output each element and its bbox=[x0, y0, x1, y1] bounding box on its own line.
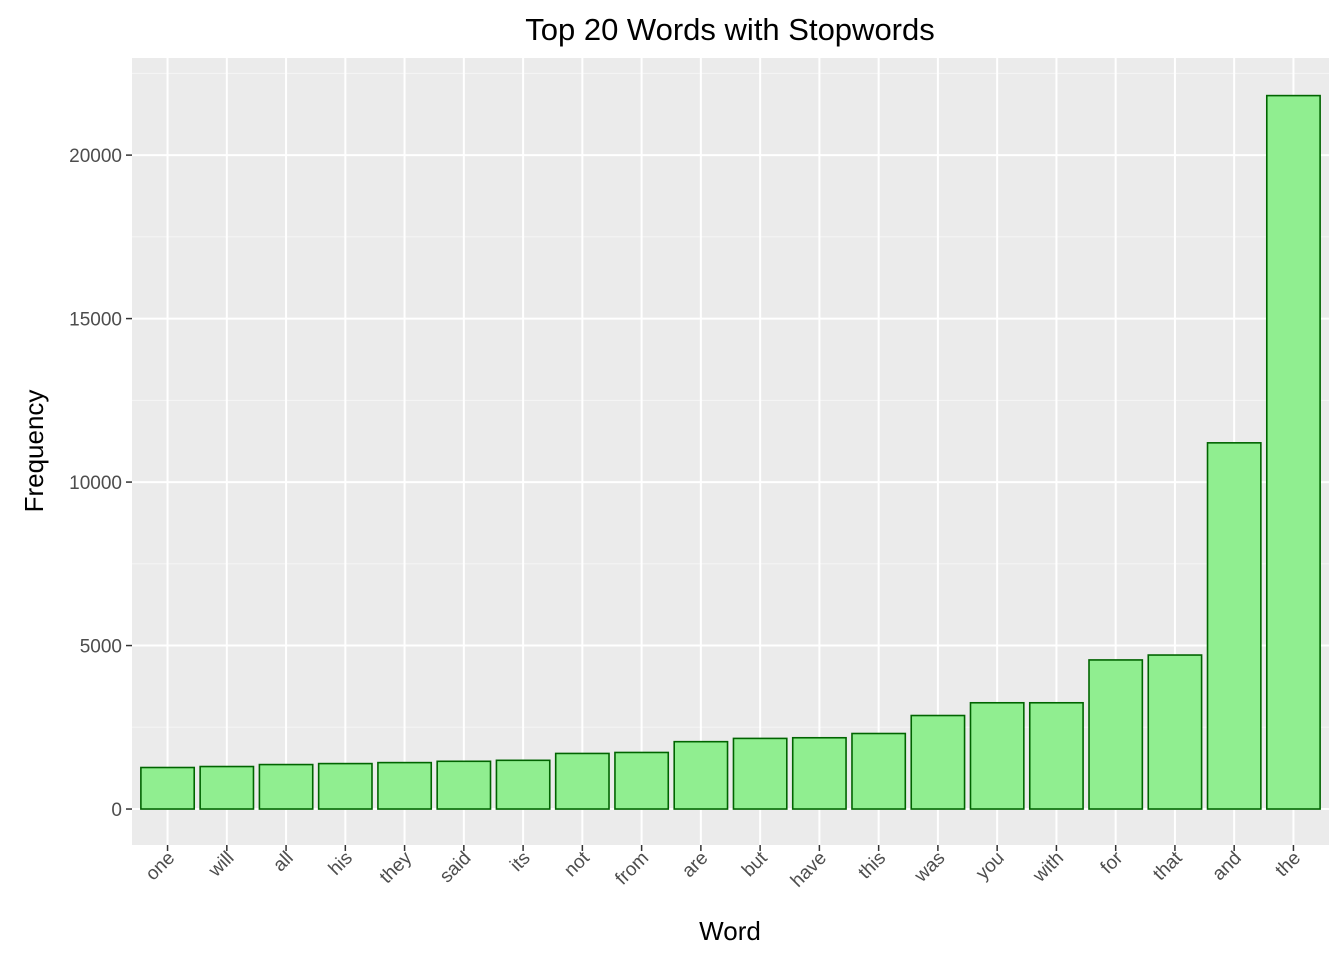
x-tick-label-and: and bbox=[1208, 848, 1245, 885]
x-tick-label-will: will bbox=[204, 848, 238, 882]
bar-and bbox=[1206, 442, 1262, 810]
bar-are bbox=[673, 740, 729, 810]
x-tick-label-you: you bbox=[972, 848, 1009, 885]
x-axis-title: Word bbox=[699, 916, 761, 946]
bar-will bbox=[199, 765, 255, 810]
chart-title: Top 20 Words with Stopwords bbox=[525, 12, 935, 47]
x-axis-ticks: one will all his they said its not from are but hav… bbox=[142, 845, 1305, 892]
y-tick-label: 10000 bbox=[69, 473, 122, 494]
x-tick-label-was: was bbox=[910, 848, 949, 887]
x-tick-label-from: from bbox=[611, 848, 653, 890]
bar-have bbox=[791, 736, 847, 810]
x-tick-label-this: this bbox=[854, 848, 890, 884]
bar-his bbox=[317, 762, 373, 810]
x-tick-label-for: for bbox=[1097, 847, 1128, 878]
x-tick-label-all: all bbox=[269, 848, 297, 876]
gridlines bbox=[132, 58, 1329, 845]
bar-but bbox=[732, 737, 788, 810]
bar-this bbox=[851, 732, 907, 810]
x-tick-label-with: with bbox=[1028, 848, 1067, 887]
bar-the bbox=[1265, 94, 1321, 810]
bar-said bbox=[436, 760, 492, 810]
y-tick-label: 5000 bbox=[80, 637, 122, 658]
x-tick-label-his: his bbox=[325, 848, 357, 880]
x-tick-label-said: said bbox=[436, 848, 475, 887]
x-tick-label-that: that bbox=[1149, 847, 1187, 885]
y-tick-label: 15000 bbox=[69, 310, 122, 331]
bar-from bbox=[614, 751, 670, 810]
x-tick-label-they: they bbox=[376, 847, 417, 888]
x-tick-label-but: but bbox=[738, 847, 772, 881]
bar-you bbox=[969, 701, 1025, 810]
x-tick-label-are: are bbox=[678, 848, 712, 882]
x-tick-label-its: its bbox=[506, 848, 534, 876]
y-tick-label: 0 bbox=[111, 800, 122, 821]
bar-was bbox=[910, 714, 966, 810]
bar-for bbox=[1088, 659, 1144, 810]
bar-with bbox=[1028, 701, 1084, 810]
x-tick-label-one: one bbox=[142, 848, 179, 885]
y-tick-label: 20000 bbox=[69, 146, 122, 167]
x-tick-label-not: not bbox=[560, 847, 594, 881]
bar-they bbox=[377, 761, 433, 810]
bar-that bbox=[1147, 654, 1203, 810]
bar-one bbox=[140, 766, 196, 810]
bar-its bbox=[495, 759, 551, 810]
bars bbox=[140, 94, 1321, 810]
bar-not bbox=[554, 752, 610, 810]
y-axis-ticks: 0 5000 10000 15000 20000 bbox=[69, 146, 132, 821]
y-axis-title: Frequency bbox=[19, 390, 49, 513]
bar-all bbox=[258, 763, 314, 810]
x-tick-label-have: have bbox=[787, 848, 831, 892]
x-tick-label-the: the bbox=[1271, 848, 1305, 882]
